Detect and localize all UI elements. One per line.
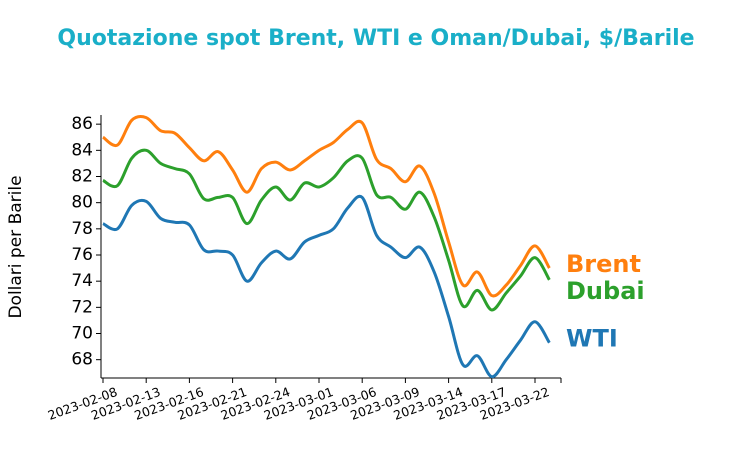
y-tick-label: 76 — [71, 245, 93, 265]
y-tick-label: 74 — [71, 271, 93, 291]
series-label: WTI — [566, 325, 618, 353]
y-tick-label: 84 — [71, 140, 93, 160]
y-axis-label: Dollari per Barile — [6, 175, 26, 318]
y-tick-label: 68 — [71, 350, 93, 370]
y-tick-label: 82 — [71, 166, 93, 186]
y-tick-label: 86 — [71, 114, 93, 134]
series-label: Dubai — [566, 277, 645, 305]
series-label: Brent — [566, 250, 641, 278]
chart-title: Quotazione spot Brent, WTI e Oman/Dubai,… — [57, 26, 694, 51]
series-line — [102, 114, 551, 298]
series-line — [102, 194, 551, 379]
y-tick-label: 80 — [71, 193, 93, 213]
y-tick-label: 72 — [71, 297, 93, 317]
y-tick-label: 70 — [71, 324, 93, 344]
series-line — [102, 148, 551, 312]
y-tick-label: 78 — [71, 219, 93, 239]
